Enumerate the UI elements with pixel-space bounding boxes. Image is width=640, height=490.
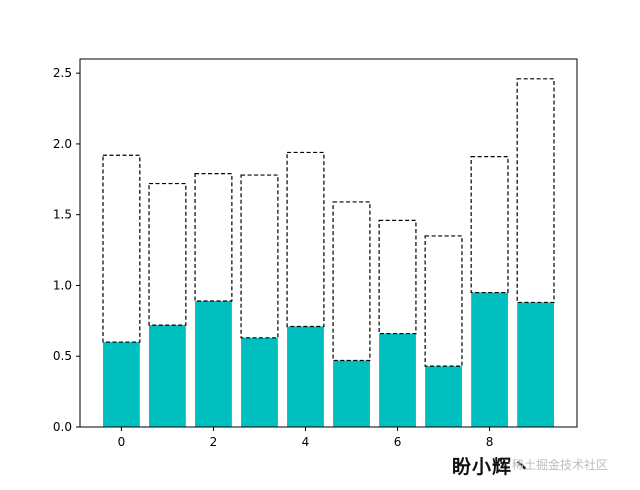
bar-stacked-9 xyxy=(516,78,555,304)
bar-stacked-1 xyxy=(148,182,187,326)
bar-base-5 xyxy=(333,360,370,427)
bars-layer xyxy=(102,78,555,427)
y-axis: 0.0 0.5 1.0 1.5 2.0 2.5 xyxy=(53,66,80,434)
watermark-author: 盼小辉丶 xyxy=(452,456,533,478)
plot-frame xyxy=(79,58,578,428)
x-tick-label: 2 xyxy=(210,435,218,449)
bar-base-1 xyxy=(149,325,186,427)
y-tick-label: 0.5 xyxy=(53,349,72,363)
bar-base-9 xyxy=(517,302,554,427)
bar-stacked-5 xyxy=(332,201,371,362)
x-tick-label: 8 xyxy=(486,435,494,449)
y-tick-label: 0.0 xyxy=(53,420,72,434)
x-axis: 0 2 4 6 8 xyxy=(118,427,494,449)
bar-base-2 xyxy=(195,301,232,427)
bar-stacked-0 xyxy=(102,154,141,343)
bar-stacked-2 xyxy=(194,173,233,302)
bar-base-8 xyxy=(471,292,508,427)
y-tick-label: 2.0 xyxy=(53,137,72,151)
bar-stacked-6 xyxy=(378,219,417,335)
bar-base-4 xyxy=(287,326,324,427)
y-tick-label: 2.5 xyxy=(53,66,72,80)
bar-base-6 xyxy=(379,333,416,427)
bar-stacked-7 xyxy=(424,235,463,367)
y-tick-label: 1.0 xyxy=(53,278,72,292)
x-tick-label: 4 xyxy=(302,435,310,449)
watermark-site: 稀土掘金技术社区 xyxy=(512,458,609,472)
x-tick-label: 6 xyxy=(394,435,402,449)
bar-stacked-8 xyxy=(470,156,509,294)
bar-stacked-4 xyxy=(286,151,325,328)
y-tick-label: 1.5 xyxy=(53,208,72,222)
x-tick-label: 0 xyxy=(118,435,126,449)
bar-base-0 xyxy=(103,342,140,427)
bar-stacked-3 xyxy=(240,174,279,339)
bar-base-7 xyxy=(425,366,462,427)
bar-base-3 xyxy=(241,337,278,427)
